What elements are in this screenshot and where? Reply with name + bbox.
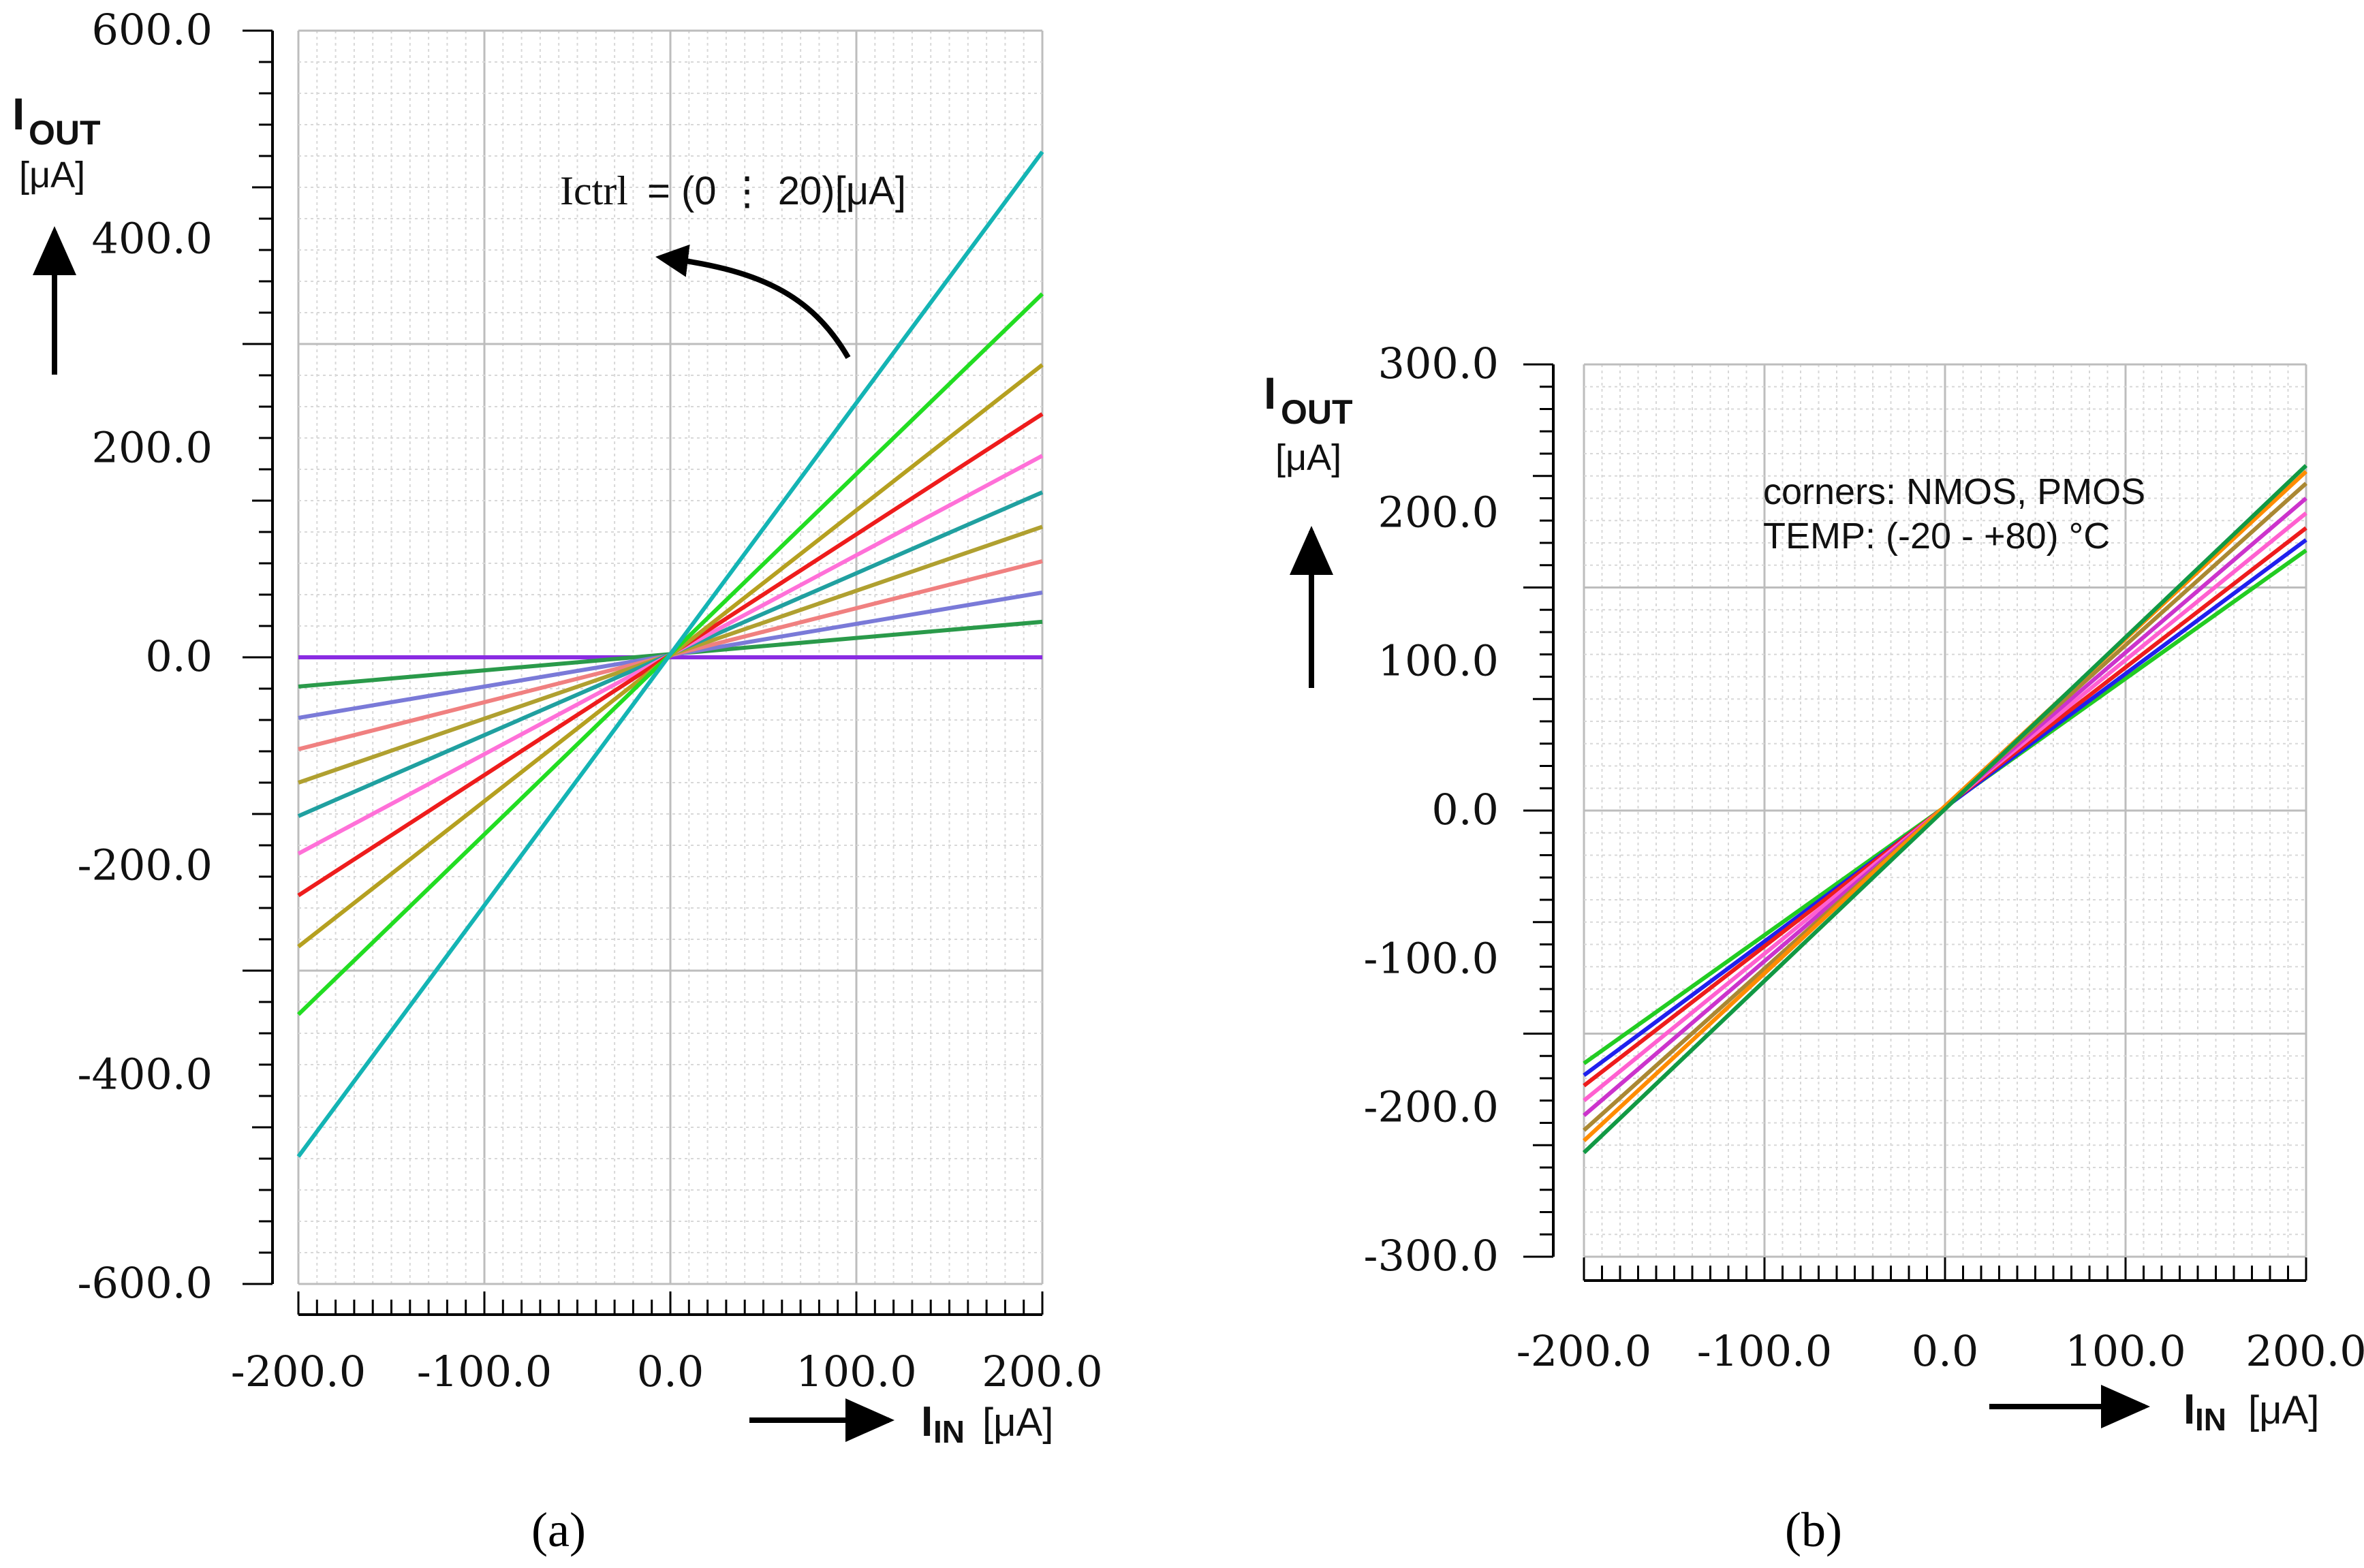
series-group-b <box>1582 464 2308 1155</box>
series-line-c7 <box>1582 469 2308 1142</box>
y-tick-label: -200.0 <box>1364 1082 1499 1132</box>
y-label-unit-a: [μA] <box>19 155 85 195</box>
x-tick-label: 200.0 <box>2245 1326 2364 1376</box>
y-tick-label: 0.0 <box>1431 785 1499 834</box>
x-tick-label: 100.0 <box>796 1347 917 1396</box>
x-axis-b: -200.0 -100.0 0.0 100.0 200.0 <box>1517 1257 2364 1376</box>
y-tick-label: 400.0 <box>92 214 213 264</box>
y-tick-label: -100.0 <box>1364 933 1499 983</box>
annotation-line1-b: corners: NMOS, PMOS <box>1763 471 2145 512</box>
x-tick-label: 0.0 <box>1912 1326 1979 1376</box>
y-tick-label: -600.0 <box>78 1258 213 1308</box>
y-label-main-a: I <box>12 89 25 139</box>
x-label-main-b: I <box>2183 1386 2195 1433</box>
x-tick-label: -100.0 <box>1697 1326 1832 1376</box>
x-tick-label: 0.0 <box>637 1347 704 1396</box>
caption-a: (a) <box>531 1503 586 1557</box>
x-tick-label: -200.0 <box>231 1347 366 1396</box>
annotation-text-a: = (0 ⋮ 20)[μA] <box>647 169 906 213</box>
x-axis-a: -200.0 -100.0 0.0 100.0 200.0 <box>231 1291 1103 1396</box>
y-tick-label: -400.0 <box>78 1049 213 1099</box>
series-group-a <box>296 151 1044 1158</box>
y-label-sub-a: OUT <box>29 114 101 152</box>
x-label-unit-b: [μA] <box>2248 1388 2319 1432</box>
x-tick-label: 100.0 <box>2065 1326 2186 1376</box>
y-label-sub-b: OUT <box>1281 393 1353 431</box>
annotation-prefix-a: Ictrl <box>560 168 628 213</box>
y-axis-a: 600.0 400.0 200.0 0.0 -200.0 -400.0 -600.0 <box>78 5 274 1308</box>
annotation-arrow-a <box>655 245 851 360</box>
x-label-main-a: I <box>921 1398 933 1445</box>
y-tick-label: -200.0 <box>78 841 213 890</box>
series-line-c8 <box>1582 464 2308 1155</box>
y-label-main-b: I <box>1264 368 1276 418</box>
x-tick-label: -200.0 <box>1517 1326 1651 1376</box>
y-tick-label: 200.0 <box>1378 487 1499 537</box>
x-tick-label: -100.0 <box>417 1347 552 1396</box>
y-tick-label: 100.0 <box>1378 636 1499 686</box>
caption-b: (b) <box>1785 1503 1842 1557</box>
x-label-unit-a: [μA] <box>982 1400 1053 1445</box>
y-label-unit-b: [μA] <box>1275 437 1341 478</box>
annotation-line2-b: TEMP: (-20 - +80) °C <box>1763 516 2110 556</box>
chart-panel-a: 600.0 400.0 200.0 0.0 -200.0 -400.0 -600.0 -20… <box>12 5 1103 1557</box>
y-tick-label: -300.0 <box>1364 1231 1499 1281</box>
x-label-sub-a: IN <box>933 1414 965 1449</box>
chart-panel-b: 300.0 200.0 100.0 0.0 -100.0 -200.0 -300.0 -20… <box>1264 339 2364 1557</box>
series-line-s10 <box>296 151 1044 1158</box>
x-label-sub-b: IN <box>2195 1402 2226 1437</box>
y-tick-label: 600.0 <box>92 5 213 54</box>
y-tick-label: 200.0 <box>92 422 213 472</box>
y-tick-label: 300.0 <box>1378 339 1499 388</box>
y-tick-label: 0.0 <box>145 631 213 681</box>
y-axis-b: 300.0 200.0 100.0 0.0 -100.0 -200.0 -300.0 <box>1364 339 1555 1281</box>
x-tick-label: 200.0 <box>982 1347 1103 1396</box>
